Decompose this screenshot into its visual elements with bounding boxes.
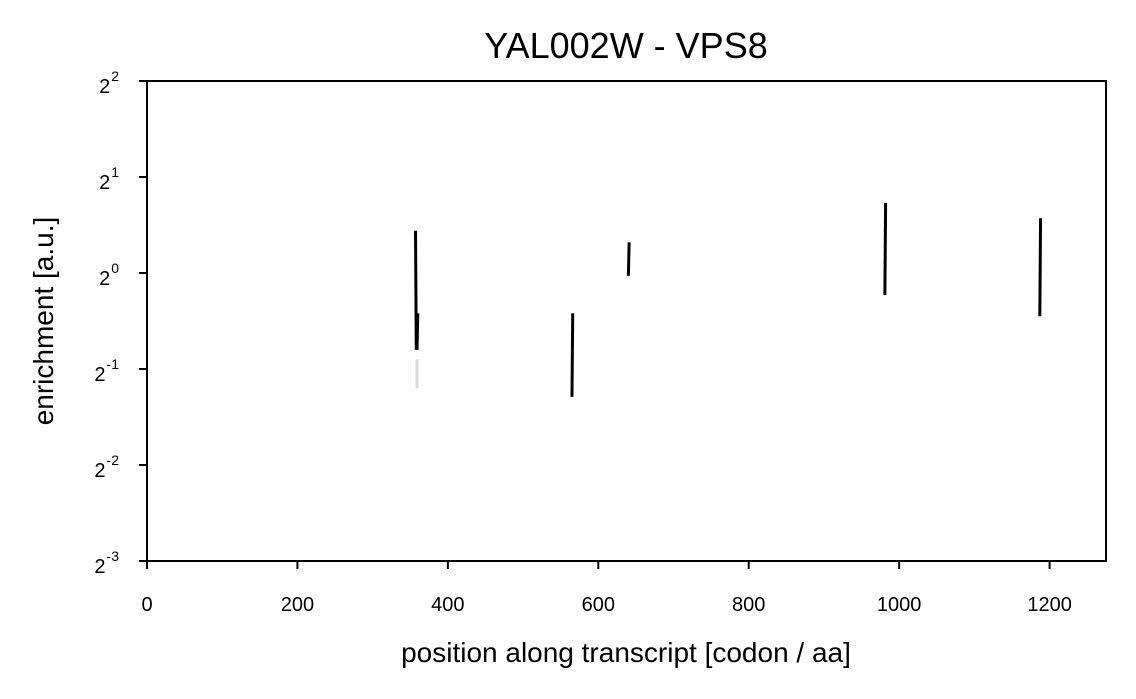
data-segments (414, 202, 1043, 397)
x-tick-label: 600 (582, 594, 615, 616)
x-tick-label: 400 (431, 594, 464, 616)
x-axis-ticks: 0 200 400 600 800 1000 1200 (141, 561, 1072, 616)
x-tick-label: 800 (732, 594, 765, 616)
enrichment-segment (570, 313, 575, 397)
plot-frame (146, 80, 1107, 562)
enrichment-segment (626, 242, 631, 276)
y-tick-label: 21 (99, 164, 119, 194)
enrichment-segment (1038, 218, 1043, 317)
y-axis-label: enrichment [a.u.] (28, 217, 59, 426)
y-tick-label: 2-1 (94, 356, 119, 386)
y-tick-label: 22 (99, 68, 119, 98)
y-tick-label: 20 (99, 260, 119, 290)
x-tick-label: 1200 (1027, 594, 1072, 616)
x-tick-label: 0 (141, 594, 152, 616)
y-axis-ticks: 2-3 2-2 2-1 20 21 22 (94, 68, 147, 578)
y-tick-label: 2-3 (94, 548, 119, 578)
x-tick-label: 1000 (877, 594, 922, 616)
x-axis-label: position along transcript [codon / aa] (401, 637, 851, 668)
enrichment-segment (883, 202, 888, 296)
x-tick-label: 200 (281, 594, 314, 616)
y-tick-label: 2-2 (94, 452, 119, 482)
chart-title: YAL002W - VPS8 (484, 25, 767, 66)
enrichment-segment (415, 313, 420, 350)
